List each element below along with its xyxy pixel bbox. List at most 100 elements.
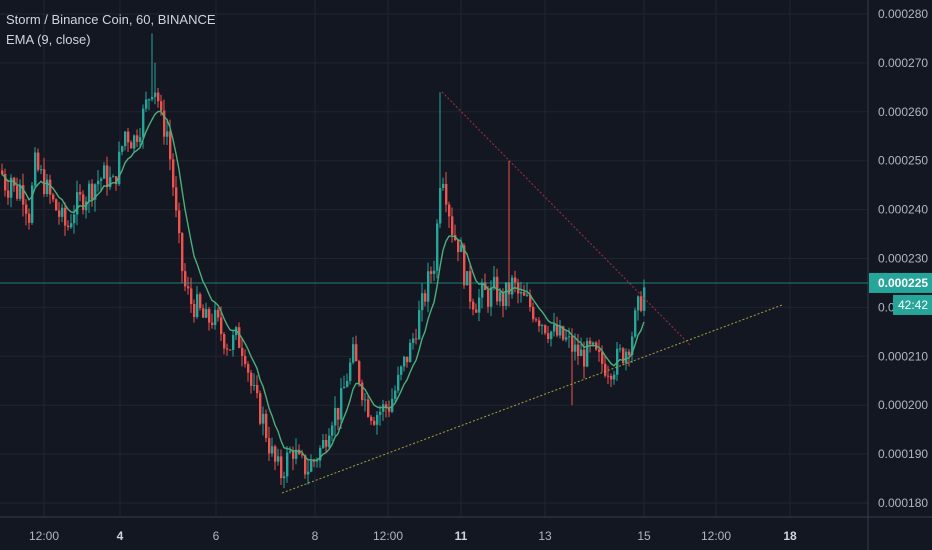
x-tick-label: 13 (538, 529, 552, 543)
last-price-label: 0.000225 (878, 276, 928, 290)
candle-body (124, 131, 127, 147)
candle-body (160, 101, 163, 111)
candle-body (31, 185, 34, 223)
candle-body (130, 142, 133, 149)
candle-body (250, 372, 253, 386)
candle-body (211, 322, 214, 325)
candle-body (67, 225, 70, 228)
candle-body (400, 366, 403, 375)
candle-body (448, 204, 451, 217)
countdown-badge (893, 294, 932, 315)
candle-body (349, 362, 352, 381)
candle-body (265, 413, 268, 439)
candle-body (82, 194, 85, 211)
candle-body (586, 340, 589, 367)
candle-body (289, 451, 292, 453)
candle-body (28, 213, 31, 223)
candle-body (94, 184, 97, 200)
y-tick-label: 0.000230 (878, 252, 928, 266)
candle-body (352, 344, 355, 363)
x-tick-label: 11 (455, 529, 468, 543)
chart-legend: Storm / Binance Coin, 60, BINANCE EMA (9… (6, 10, 216, 50)
candle-body (220, 317, 223, 335)
candle-body (607, 375, 610, 377)
candle-body (472, 301, 475, 310)
candle-body (118, 151, 121, 185)
candle-body (457, 240, 460, 253)
candle-body (598, 349, 601, 352)
candle-body (631, 336, 634, 355)
candle-body (538, 320, 541, 327)
candle-body (409, 342, 412, 363)
candle-body (229, 349, 232, 351)
candle-body (205, 309, 208, 318)
candle-body (1, 170, 4, 174)
candle-body (322, 439, 325, 448)
ema-line (1, 110, 645, 461)
candle-body (364, 399, 367, 401)
candle-body (625, 351, 628, 364)
candle-body (610, 375, 613, 380)
candle-body (508, 282, 511, 295)
candle-body (277, 456, 280, 462)
candle-body (502, 292, 505, 306)
x-tick-label: 15 (637, 529, 651, 543)
candle-body (385, 404, 388, 408)
candle-body (487, 289, 490, 307)
candle-body (544, 325, 547, 334)
candle-body (622, 348, 625, 364)
candle-body (70, 223, 73, 228)
candle-body (175, 187, 178, 211)
candle-body (253, 385, 256, 387)
candle-body (139, 137, 142, 142)
candle-body (427, 271, 430, 302)
candle-body (556, 324, 559, 336)
candle-body (133, 135, 136, 149)
candle-body (262, 413, 265, 424)
candle-body (187, 286, 190, 289)
candle-body (43, 169, 46, 195)
candle-body (49, 179, 52, 195)
candle-body (547, 333, 550, 340)
candle-body (214, 309, 217, 325)
candle-body (22, 185, 25, 205)
candle-body (388, 407, 391, 412)
candle-body (151, 96, 154, 100)
x-tick-label: 6 (213, 529, 220, 543)
candle-body (274, 446, 277, 462)
candle-body (25, 204, 28, 214)
candle-body (7, 190, 10, 198)
y-tick-label: 0.000200 (878, 398, 928, 412)
candle-body (76, 192, 79, 215)
candle-body (430, 271, 433, 274)
candle-body (19, 185, 22, 199)
candle-body (88, 183, 91, 202)
chart-title[interactable]: Storm / Binance Coin, 60, BINANCE (6, 12, 216, 27)
candle-body (418, 310, 421, 340)
candle-body (184, 271, 187, 287)
support-trendline[interactable] (281, 304, 783, 494)
candle-body (178, 210, 181, 234)
candle-body (580, 349, 583, 357)
candle-body (319, 447, 322, 461)
indicator-label[interactable]: EMA (9, close) (6, 32, 91, 47)
candle-body (583, 349, 586, 367)
candle-body (106, 165, 109, 188)
candle-body (34, 152, 37, 186)
x-tick-label: 8 (312, 529, 319, 543)
candle-body (223, 334, 226, 349)
candle-body (145, 99, 148, 109)
candle-body (436, 223, 439, 271)
candle-body (244, 355, 247, 365)
resistance-trendline[interactable] (441, 91, 691, 346)
candle-body (442, 183, 445, 188)
y-tick-label: 0.000210 (878, 349, 928, 363)
candle-body (79, 192, 82, 195)
candle-body (268, 438, 271, 454)
candle-body (121, 146, 124, 152)
candle-body (334, 407, 337, 426)
candle-body (115, 176, 118, 185)
candle-body (193, 304, 196, 318)
